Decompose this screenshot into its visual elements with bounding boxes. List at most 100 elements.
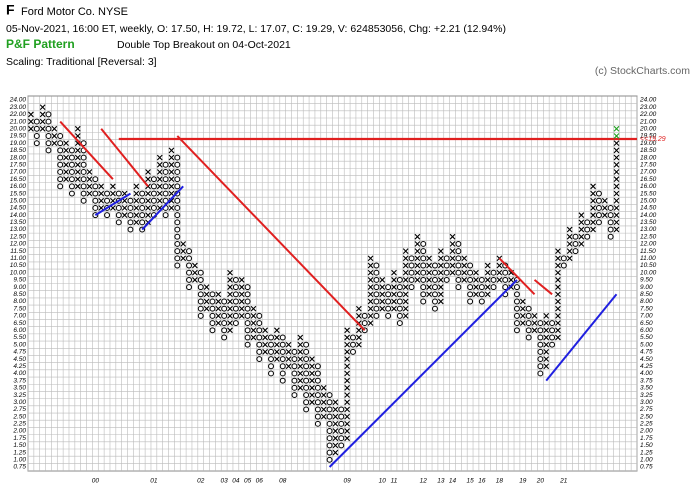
o-box — [525, 327, 532, 334]
o-box — [350, 348, 356, 355]
y-tick-label: 18.00 — [10, 154, 27, 161]
x-box — [168, 183, 175, 190]
o-box — [279, 348, 286, 355]
x-box — [613, 133, 620, 139]
o-box — [256, 348, 263, 355]
x-box — [309, 363, 315, 370]
x-box — [133, 212, 140, 218]
y-tick-label-right: 21.00 — [639, 118, 657, 125]
o-box — [174, 176, 181, 183]
y-tick-label-right: 7.50 — [640, 305, 653, 312]
o-box — [314, 377, 321, 384]
o-box — [68, 183, 75, 190]
x-box — [192, 277, 198, 283]
x-column — [274, 327, 280, 362]
y-tick-label-right: 17.00 — [640, 169, 657, 176]
y-tick-label-right: 3.75 — [640, 377, 653, 384]
x-box — [262, 327, 269, 334]
y-tick-label-right: 2.50 — [639, 413, 653, 420]
o-box — [525, 320, 532, 327]
year-label: 14 — [449, 478, 457, 485]
x-box — [215, 320, 222, 326]
o-box — [338, 442, 345, 449]
o-box — [115, 197, 122, 204]
o-box — [537, 334, 544, 341]
x-box — [297, 334, 304, 341]
x-box — [543, 327, 550, 334]
o-box — [455, 240, 462, 247]
o-box — [244, 291, 251, 298]
x-box — [168, 205, 175, 211]
x-box — [379, 305, 386, 312]
x-box — [332, 399, 339, 406]
x-box — [86, 183, 93, 190]
x-box — [555, 269, 561, 276]
o-box — [57, 133, 64, 139]
x-box — [566, 233, 573, 240]
o-box — [197, 269, 204, 276]
o-box — [33, 133, 40, 139]
y-tick-label-right: 1.25 — [640, 449, 653, 456]
x-box — [74, 154, 81, 161]
o-box — [314, 370, 321, 377]
o-box — [595, 204, 602, 211]
o-box — [490, 269, 497, 276]
y-tick-label: 10.50 — [10, 262, 27, 269]
o-box — [314, 392, 321, 398]
x-column — [543, 313, 550, 370]
x-box — [578, 233, 585, 240]
x-box — [39, 104, 46, 111]
x-box — [590, 183, 596, 190]
x-column — [379, 277, 386, 312]
o-box — [162, 183, 169, 190]
x-box — [590, 205, 596, 211]
x-column — [566, 226, 573, 262]
o-box — [221, 298, 228, 305]
x-box — [133, 205, 140, 211]
o-column — [490, 269, 497, 291]
o-box — [373, 269, 380, 276]
o-box — [150, 183, 157, 190]
o-box — [104, 197, 111, 204]
y-tick-label: 15.50 — [10, 190, 27, 197]
o-column — [432, 262, 438, 312]
y-tick-label: 5.50 — [13, 334, 26, 341]
o-box — [326, 449, 333, 456]
y-tick-label: 4.50 — [13, 356, 26, 363]
o-column — [361, 312, 368, 334]
o-box — [186, 284, 192, 291]
o-box — [502, 284, 509, 291]
o-box — [560, 262, 567, 269]
o-box — [279, 334, 286, 341]
x-box — [297, 363, 304, 370]
o-box — [314, 384, 321, 391]
o-box — [396, 312, 403, 319]
x-box — [519, 320, 526, 326]
o-box — [513, 312, 520, 319]
o-box — [607, 219, 614, 226]
x-box — [215, 291, 222, 298]
x-box — [367, 255, 374, 262]
o-box — [150, 204, 157, 211]
year-label: 06 — [256, 478, 264, 485]
o-column — [68, 147, 75, 197]
o-box — [537, 363, 544, 370]
o-box — [513, 284, 520, 291]
year-label: 01 — [150, 478, 158, 485]
x-box — [344, 435, 350, 442]
y-tick-label-right: 2.00 — [639, 428, 653, 435]
o-box — [326, 456, 333, 463]
x-column — [555, 248, 561, 341]
o-box — [33, 140, 40, 147]
y-tick-label: 2.25 — [12, 421, 26, 428]
o-box — [303, 406, 310, 413]
x-box — [461, 255, 468, 262]
o-box — [350, 334, 356, 341]
x-column — [63, 140, 69, 183]
y-tick-label: 3.75 — [13, 377, 26, 384]
x-box — [238, 305, 245, 312]
y-tick-label: 8.00 — [13, 298, 26, 305]
trend-line — [59, 120, 114, 180]
o-column — [186, 248, 192, 291]
x-box — [437, 298, 444, 305]
